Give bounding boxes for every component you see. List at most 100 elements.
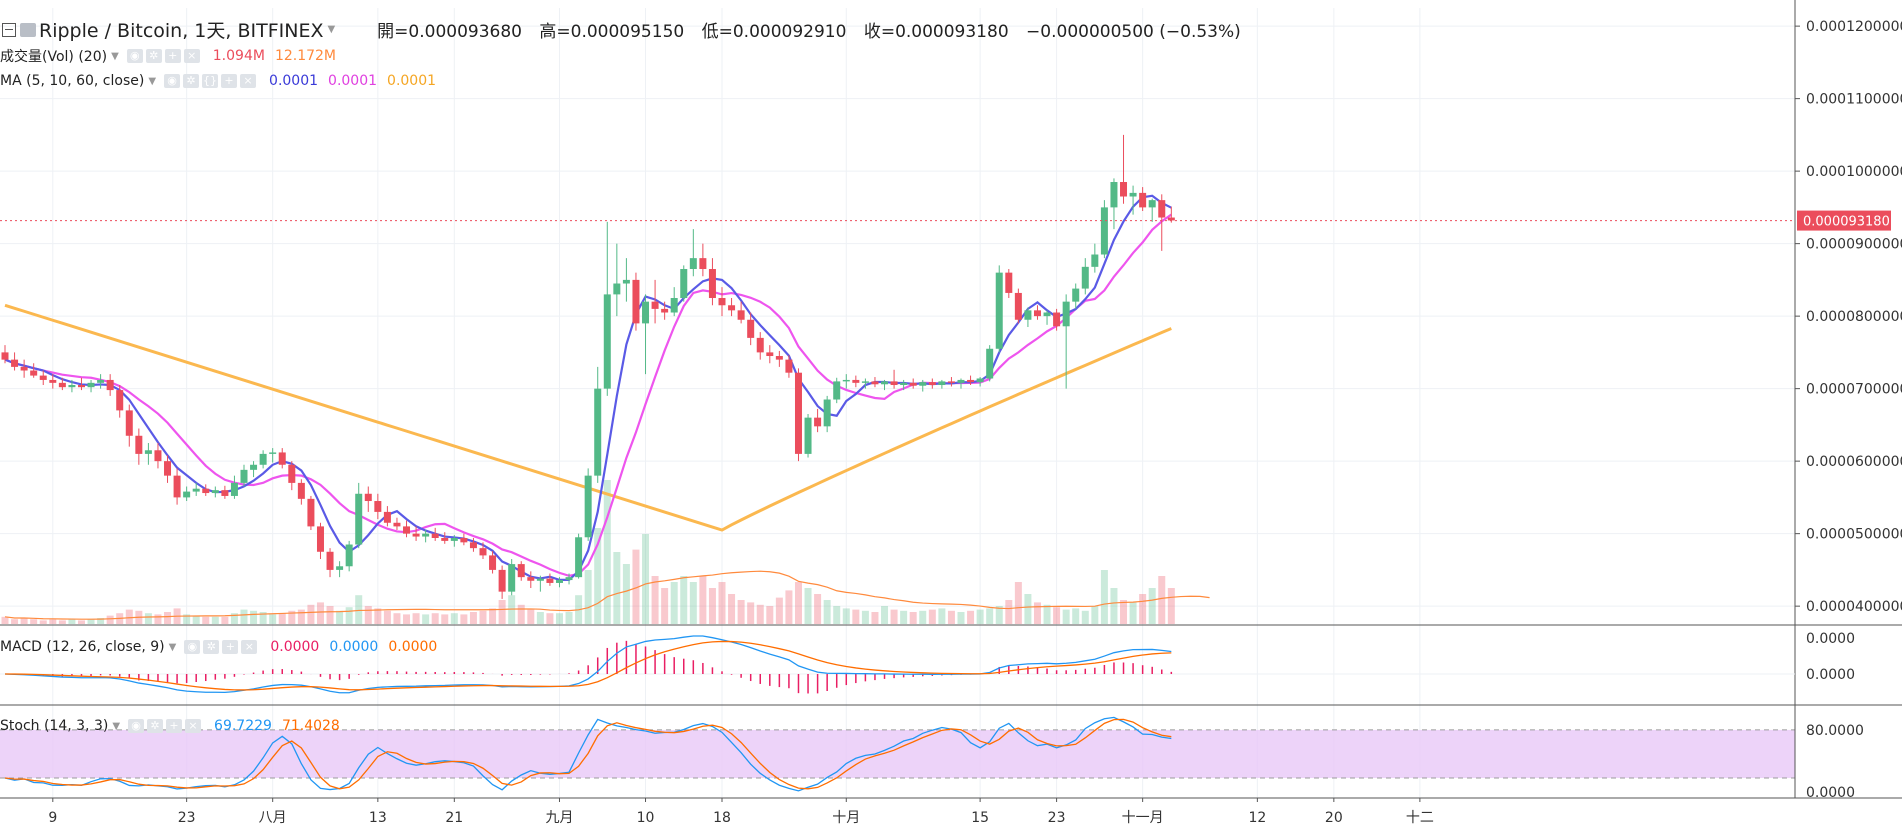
candle-body	[431, 533, 439, 538]
candle-body	[240, 469, 248, 483]
gear-icon[interactable]: ✲	[145, 49, 162, 63]
volume-bar	[431, 613, 439, 624]
candle-body	[947, 381, 955, 383]
eye-icon[interactable]: ◉	[128, 719, 145, 733]
volume-bar	[976, 609, 984, 624]
volume-bar	[240, 609, 248, 624]
volume-bar	[642, 534, 650, 624]
candle-body	[1100, 207, 1108, 255]
volume-bar	[947, 610, 955, 624]
volume-bar	[785, 590, 793, 624]
x-tick-label: 21	[445, 810, 463, 826]
volume-bar	[756, 604, 764, 624]
add-icon[interactable]: +	[221, 74, 238, 88]
braces-icon[interactable]: {}	[202, 74, 219, 88]
candle-body	[603, 294, 611, 389]
volume-bar	[699, 576, 707, 624]
volume-bar	[412, 613, 420, 624]
candle-body	[1091, 254, 1099, 267]
candle-body	[584, 475, 592, 538]
volume-bar	[489, 608, 497, 624]
candle-body	[699, 258, 707, 270]
candle-body	[928, 382, 936, 386]
candle-body	[651, 301, 659, 309]
volume-bar	[632, 549, 640, 624]
chevron-down-icon[interactable]: ▼	[327, 24, 336, 35]
x-tick-label: 9	[48, 810, 57, 826]
chevron-down-icon[interactable]: ▼	[111, 50, 119, 62]
volume-bar	[125, 609, 133, 624]
close-icon[interactable]: ×	[185, 719, 202, 733]
volume-bar	[584, 570, 592, 624]
volume-bar	[211, 616, 219, 624]
volume-bar	[871, 612, 879, 624]
candle-body	[221, 490, 229, 496]
candle-body	[1129, 192, 1137, 197]
candle-body	[1110, 182, 1118, 208]
add-icon[interactable]: +	[222, 640, 239, 654]
add-icon[interactable]: +	[164, 49, 181, 63]
volume-legend-label[interactable]: 成交量(Vol) (20)	[0, 49, 108, 65]
macd-legend-label[interactable]: MACD (12, 26, close, 9)	[0, 639, 165, 655]
macd-tick-label: 0.0000	[1806, 631, 1855, 647]
macd-legend: MACD (12, 26, close, 9) ▼ ◉ ✲ + × 0.0000…	[0, 639, 437, 655]
gear-icon[interactable]: ✲	[147, 719, 164, 733]
candle-body	[450, 537, 458, 541]
volume-bar	[422, 614, 430, 624]
volume-bar	[747, 602, 755, 624]
eye-icon[interactable]: ◉	[184, 640, 201, 654]
close-icon[interactable]: ×	[240, 74, 257, 88]
eye-icon[interactable]: ◉	[126, 49, 143, 63]
volume-bar	[928, 609, 936, 624]
candle-body	[1139, 192, 1147, 208]
candle-body	[460, 537, 468, 543]
gear-icon[interactable]: ✲	[183, 74, 200, 88]
volume-bar	[708, 588, 716, 624]
candle-body	[77, 385, 85, 388]
candle-body	[183, 491, 191, 498]
candle-body	[575, 537, 583, 578]
volume-bar	[345, 607, 353, 624]
x-tick-label: 23	[1048, 810, 1066, 826]
x-tick-label: 十一月	[1122, 810, 1164, 826]
candle-body	[326, 551, 334, 570]
x-tick-label: 13	[369, 810, 387, 826]
volume-bar	[192, 615, 200, 624]
close-icon[interactable]: ×	[183, 49, 200, 63]
symbol-title[interactable]: Ripple / Bitcoin, 1天, BITFINEX	[39, 20, 324, 42]
volume-bar	[250, 610, 258, 624]
volume-bar	[794, 582, 802, 624]
candle-body	[670, 298, 678, 313]
candle-body	[527, 577, 535, 581]
candle-body	[1072, 288, 1080, 302]
candle-body	[489, 555, 497, 570]
macd-signal-line	[4, 640, 1172, 691]
candle-body	[881, 381, 889, 385]
volume-bar	[1033, 602, 1041, 624]
candle-body	[106, 379, 114, 391]
macd-signal-value: 0.0000	[388, 639, 438, 655]
candle-body	[852, 379, 860, 383]
chevron-down-icon[interactable]: ▼	[148, 75, 157, 87]
volume-bar	[737, 600, 745, 624]
stoch-legend-label[interactable]: Stoch (14, 3, 3)	[0, 718, 109, 734]
ma-legend-label[interactable]: MA (5, 10, 60, close)	[0, 73, 145, 89]
volume-bar	[536, 612, 544, 624]
volume-bar	[1100, 570, 1108, 624]
eye-icon[interactable]: ◉	[164, 74, 181, 88]
candle-body	[1062, 301, 1070, 327]
candle-body	[728, 305, 736, 311]
gear-icon[interactable]: ✲	[203, 640, 220, 654]
close-icon[interactable]: ×	[241, 640, 258, 654]
collapse-icon[interactable]	[2, 22, 16, 37]
candle-body	[919, 382, 927, 386]
volume-bar	[278, 613, 286, 624]
volume-bar	[20, 618, 28, 624]
candle-body	[555, 580, 563, 583]
volume-value: 1.094M	[212, 48, 265, 64]
add-icon[interactable]: +	[166, 719, 183, 733]
chevron-down-icon[interactable]: ▼	[168, 641, 177, 653]
chevron-down-icon[interactable]: ▼	[112, 720, 121, 732]
